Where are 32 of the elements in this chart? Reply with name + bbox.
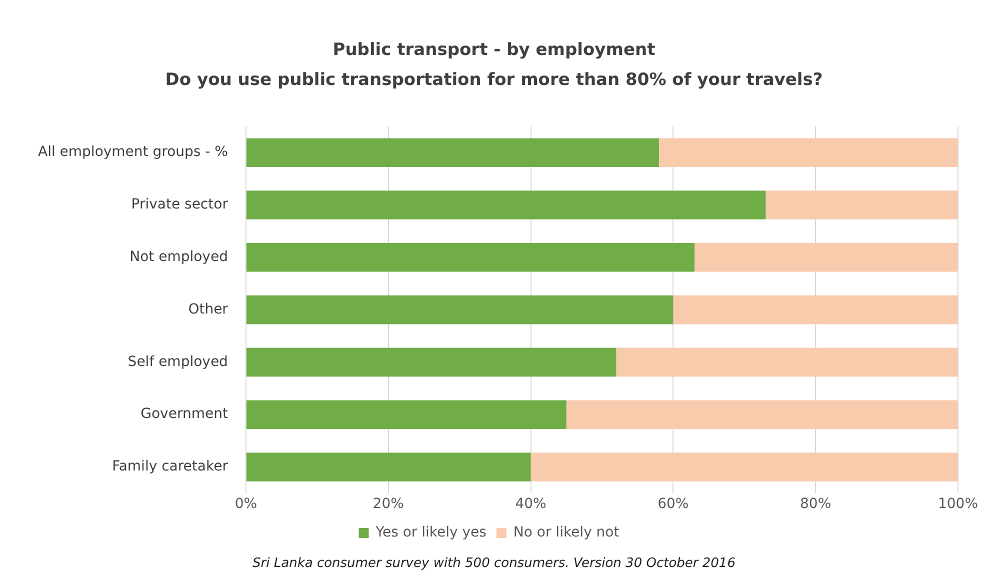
bar [246,242,695,272]
bar [246,452,531,482]
y-tick-label: Other [188,301,228,318]
x-tick-label: 20% [372,496,404,512]
legend-label: No or likely not [513,524,620,541]
y-tick-label: All employment groups - % [38,144,228,160]
text: Sri Lanka consumer survey with 500 consumers. Version 30 October 2016 [252,556,736,571]
bar [246,348,616,377]
chart-subtitle: Do you use public transportation for more than 80% of your travels? [164,69,824,90]
y-tick-label: Private sector [131,196,228,213]
bar [246,190,766,220]
legend-label: Yes or likely yes [374,524,486,541]
y-tick-label: Not employed [130,249,228,266]
chart-title: Public transport - by employment [332,39,656,60]
y-tick-label: Government [140,406,228,422]
x-tick-label: 60% [658,496,689,512]
x-tick-label: 40% [515,496,546,512]
bar [246,400,566,430]
x-tick-label: 100% [938,496,978,512]
y-tick-label: Family caretaker [112,458,228,475]
y-tick-label: Self employed [128,354,228,370]
x-tick-label: 0% [234,496,258,512]
bar [616,348,958,377]
bar [566,400,958,430]
x-tick-label: 80% [800,496,832,512]
bar [530,452,958,482]
bar [658,138,958,168]
bar [694,242,958,272]
bar [246,295,674,324]
bar [766,190,958,220]
bar [246,138,659,168]
bar [673,295,958,324]
